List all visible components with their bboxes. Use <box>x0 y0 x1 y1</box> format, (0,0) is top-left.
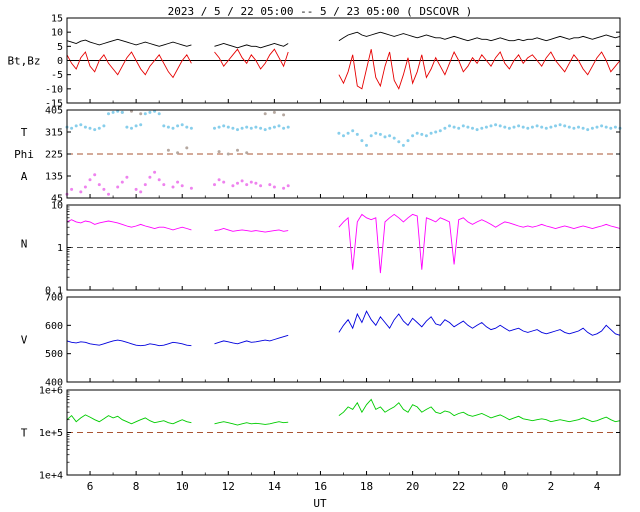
axis-quantity-label-V: V <box>21 334 28 347</box>
y-tick-label: 10 <box>51 201 63 212</box>
y-tick-label: 45 <box>51 194 63 205</box>
axis-quantity-label-N: N <box>21 237 28 250</box>
y-tick-label: 1e+6 <box>39 386 63 397</box>
x-tick-label: 12 <box>222 480 235 493</box>
axis-quantity-label-Phi: Phi <box>14 148 34 161</box>
x-tick-label: 0 <box>501 480 508 493</box>
panel-temperature: 1e+4 1e+5 1e+6 T <box>21 386 621 482</box>
series-Bt <box>66 31 621 49</box>
axis-quantity-label-A: A <box>21 170 28 183</box>
y-tick-label: 600 <box>45 321 63 332</box>
axis-quantity-label-T: T <box>21 126 28 139</box>
panel-frame-speed <box>66 296 621 383</box>
axis-quantity-label-T: T <box>21 427 28 440</box>
panel-magnetic-field: -15 -10 -5 0 5 10 15 Bt,Bz <box>7 14 621 110</box>
axis-quantity-label-Bt,Bz: Bt,Bz <box>7 55 40 68</box>
y-tick-label: 10 <box>51 28 63 39</box>
series-T-dots <box>120 109 286 156</box>
x-tick-label: 8 <box>133 480 140 493</box>
y-tick-label: 1 <box>57 243 63 254</box>
x-tick-label: 20 <box>406 480 419 493</box>
y-tick-label: 400 <box>45 378 63 389</box>
y-tick-label: 1e+4 <box>39 471 63 482</box>
panel-density: 0.1 1 10 N <box>21 201 621 297</box>
series-A <box>65 170 290 196</box>
y-tick-label: -15 <box>45 99 63 110</box>
series-line-Bt <box>66 31 621 49</box>
y-tick-label: 5 <box>57 42 63 53</box>
x-tick-label: 4 <box>594 480 601 493</box>
series-Phi <box>65 109 622 147</box>
series-line-V <box>66 310 621 347</box>
y-tick-label: 315 <box>45 128 63 139</box>
y-tick-label: 135 <box>45 172 63 183</box>
series-N <box>66 213 621 274</box>
series-T <box>66 398 621 426</box>
panel-t-phi-a: 45 135 225 315 405 T Phi A <box>14 106 622 205</box>
panel-speed: 400 500 600 700 V <box>21 293 621 389</box>
y-tick-label: 500 <box>45 349 63 360</box>
y-tick-label: 225 <box>45 150 63 161</box>
x-tick-label: 22 <box>452 480 465 493</box>
y-tick-label: 700 <box>45 293 63 304</box>
y-tick-label: -10 <box>45 84 63 95</box>
x-tick-label: 16 <box>314 480 327 493</box>
x-tick-label: 2 <box>548 480 555 493</box>
x-tick-label: 10 <box>176 480 189 493</box>
y-tick-label: 0 <box>57 56 63 67</box>
x-axis-label: UT <box>313 497 327 510</box>
series-line-T <box>66 398 621 426</box>
y-tick-label: 15 <box>51 14 63 25</box>
series-V <box>66 310 621 347</box>
series-line-Bz <box>66 48 621 90</box>
x-tick-label: 6 <box>87 480 94 493</box>
series-Bz <box>66 48 621 90</box>
plot-title: 2023 / 5 / 22 05:00 -- 5 / 23 05:00 ( DS… <box>167 5 473 18</box>
y-tick-label: 405 <box>45 106 63 117</box>
x-tick-label: 14 <box>268 480 282 493</box>
x-tick-label: 18 <box>360 480 373 493</box>
y-tick-label: -5 <box>51 70 63 81</box>
y-tick-label: 0.1 <box>45 286 63 297</box>
y-tick-label: 1e+5 <box>39 428 63 439</box>
series-line-N <box>66 213 621 274</box>
